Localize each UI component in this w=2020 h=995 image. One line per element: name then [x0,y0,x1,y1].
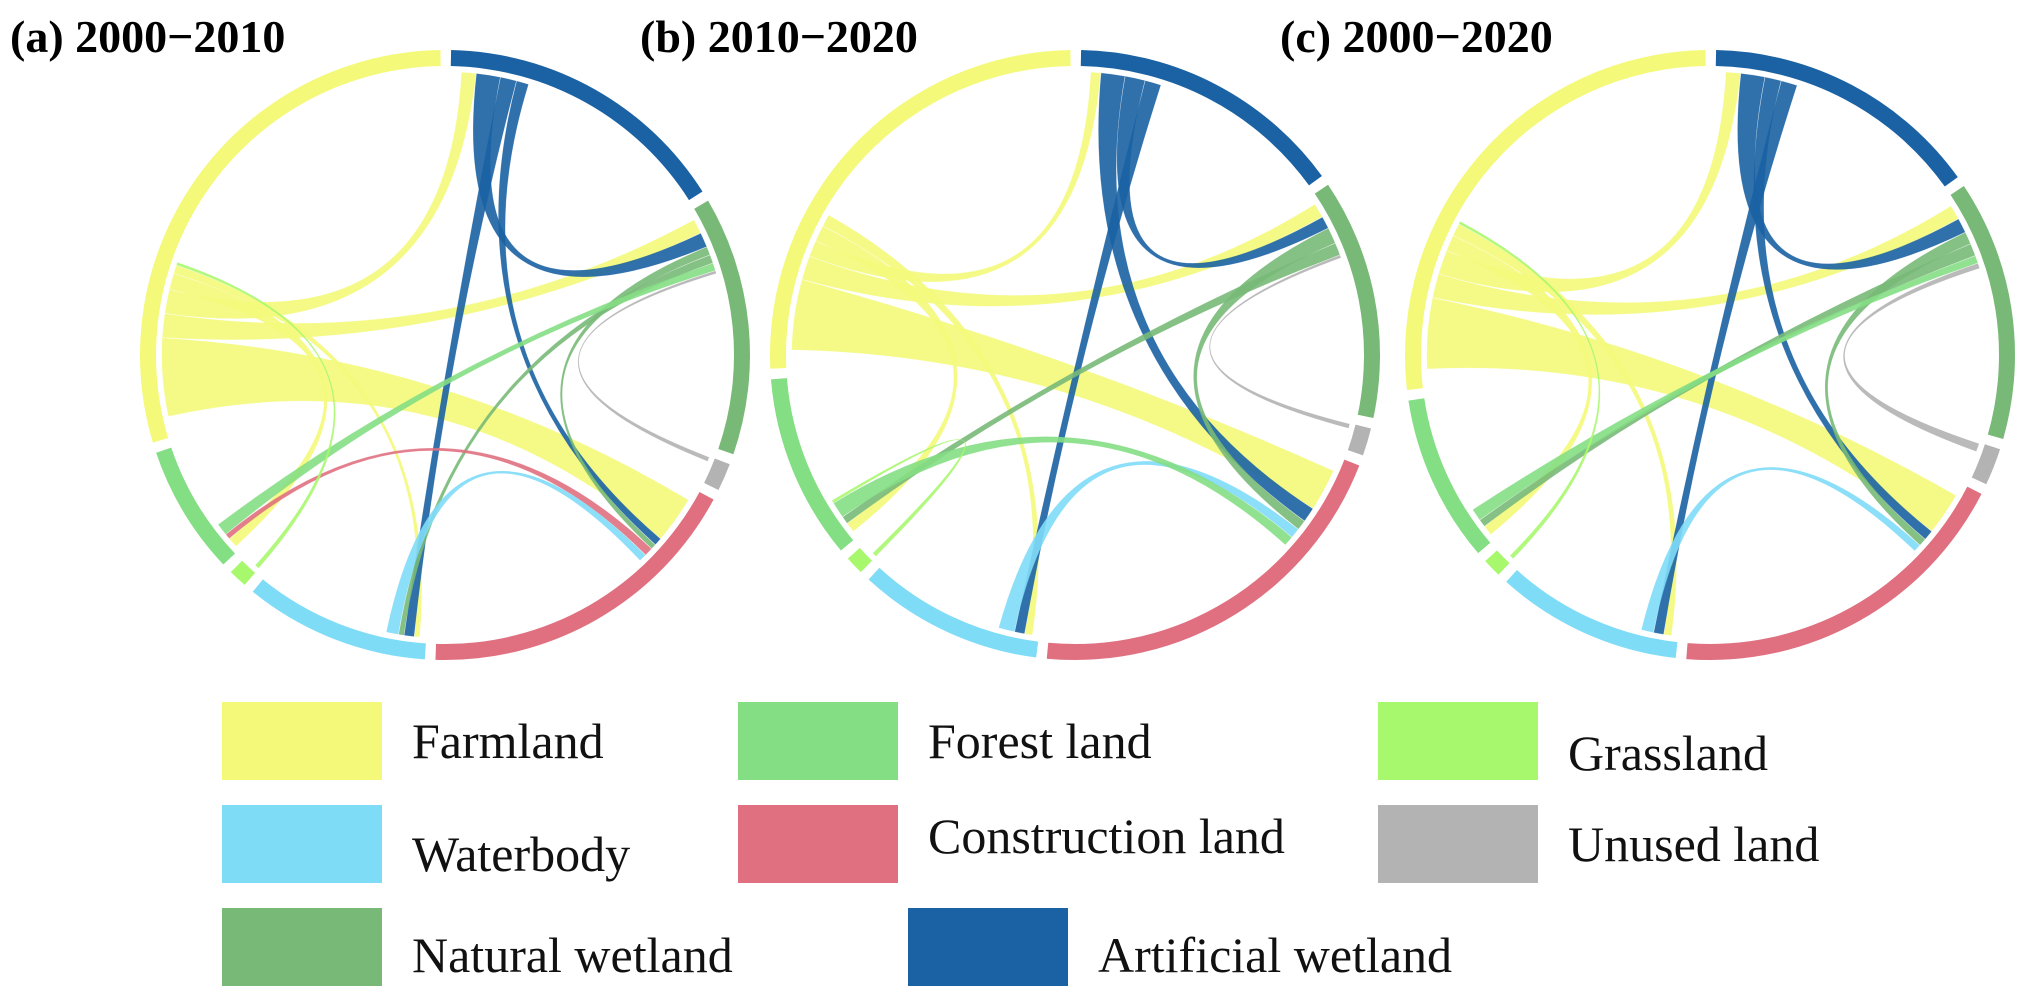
legend-swatch-natural-wetland [222,908,382,986]
legend-swatch-farmland [222,702,382,780]
arc-grassland [847,547,873,573]
ribbon-artificial-wetland-to-construction-land [1098,72,1313,521]
arc-natural-wetland [1950,185,2015,439]
legend-swatch-unused-land [1378,805,1538,883]
arc-construction-land [1046,459,1360,660]
arc-waterbody [1506,570,1678,659]
legend-label-farmland: Farmland [412,713,604,769]
ribbon-natural-wetland-to-forest-land [842,243,1340,524]
chord-diagram-a [139,50,751,660]
arc-forest-land [156,447,235,565]
arc-unused-land [704,458,730,491]
ribbon-unused-land-to-natural-wetland [1843,263,1980,452]
legend-label-artificial-wetland: Artificial wetland [1098,927,1453,983]
arc-unused-land [1347,424,1372,456]
chord-diagram-c [1405,50,2015,660]
ribbon-artificial-wetland-to-construction-land [498,80,661,545]
arc-forest-land [770,378,854,551]
ribbon-artificial-wetland-to-waterbody [1653,80,1798,635]
ribbon-farmland-to-forest-land [1446,235,1593,535]
ribbon-farmland-to-construction-land [1426,297,1957,532]
arc-grassland [1485,550,1510,575]
legend-label-construction-land: Construction land [928,808,1285,864]
arc-construction-land [1686,486,1982,660]
ribbon-farmland-to-natural-wetland [162,219,701,340]
ribbon-farmland-to-waterbody [822,214,1039,636]
arc-natural-wetland [694,200,751,455]
ribbon-farmland-to-waterbody [173,265,422,638]
legend-swatch-grassland [1378,702,1538,780]
legend-swatch-forest-land [738,702,898,780]
ribbon-artificial-wetland-to-waterbody [1014,80,1161,634]
panel-title-b: (b) 2010−2020 [640,11,918,62]
ribbon-waterbody-to-construction-land [998,461,1299,632]
ribbon-waterbody-to-construction-land [1641,467,1920,633]
ribbon-artificial-wetland-to-waterbody [404,77,517,637]
legend-label-natural-wetland: Natural wetland [412,927,733,983]
chord-diagram-b [770,50,1380,660]
ribbon-unused-land-to-natural-wetland [577,270,717,462]
arc-artificial-wetland [1080,50,1322,186]
ribbon-forest-land-to-natural-wetland [218,263,716,535]
ribbon-grassland-to-farmland [1458,221,1601,559]
legend-label-forest-land: Forest land [928,713,1152,769]
legend-swatch-artificial-wetland [908,908,1068,986]
arc-unused-land [1971,444,2001,485]
ribbon-farmland-to-forest-land [169,273,328,547]
ribbon-grassland-to-farmland [176,262,336,569]
legend-label-unused-land: Unused land [1568,816,1820,872]
panel-title-a: (a) 2000−2010 [10,11,286,62]
arc-waterbody [252,579,426,660]
legend-label-grassland: Grassland [1568,725,1768,781]
arc-grassland [230,560,256,585]
ribbon-waterbody-to-construction-land [386,470,646,635]
ribbon-farmland-to-forest-land [815,226,958,532]
legend-swatch-construction-land [738,805,898,883]
arc-waterbody [868,567,1039,658]
arc-construction-land [435,491,714,660]
ribbon-unused-land-to-natural-wetland [1209,254,1350,429]
ribbon-farmland-to-construction-land [161,337,689,539]
legend-label-waterbody: Waterbody [412,826,631,882]
ribbon-grassland-to-forest-land [831,439,966,557]
arc-forest-land [1408,398,1491,554]
panel-title-c: (c) 2000−2020 [1280,11,1553,62]
legend-swatch-waterbody [222,805,382,883]
ribbon-forest-land-to-construction-land [833,436,1292,545]
arc-artificial-wetland [450,50,703,201]
ribbon-farmland-to-construction-land [791,279,1334,509]
ribbon-farmland-to-natural-wetland [1432,205,1959,315]
chord-diagrams [139,50,2015,660]
ribbon-forest-land-to-natural-wetland [1472,255,1978,520]
arc-natural-wetland [1314,184,1380,419]
arc-artificial-wetland [1715,50,1958,187]
